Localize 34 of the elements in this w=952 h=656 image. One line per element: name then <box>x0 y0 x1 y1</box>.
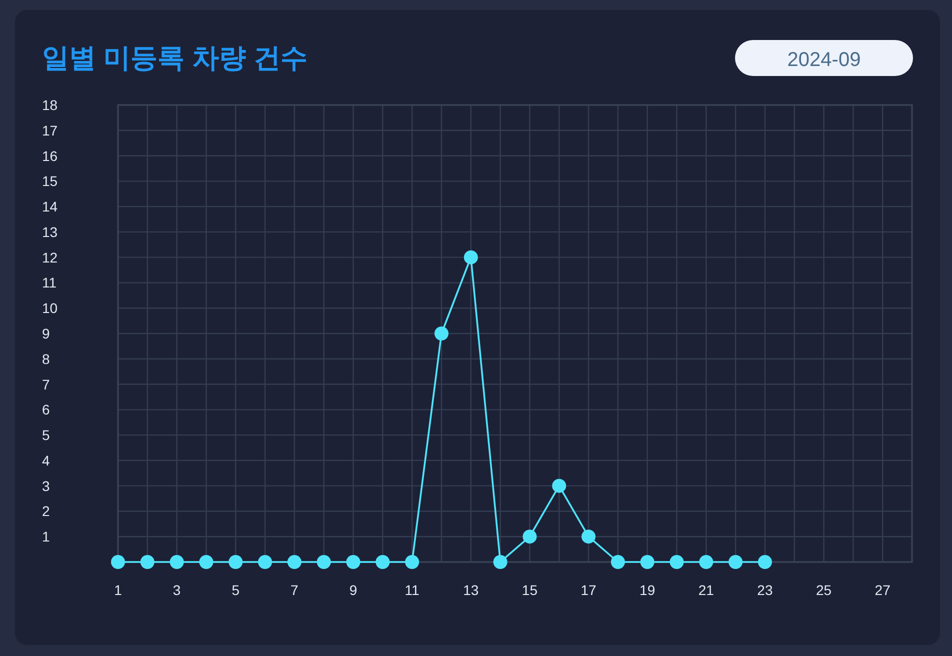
y-tick-label: 11 <box>42 274 57 291</box>
y-tick-label: 9 <box>42 326 50 342</box>
y-tick-label: 15 <box>42 173 58 190</box>
x-tick-label: 15 <box>522 582 538 598</box>
x-tick-label: 27 <box>874 582 890 598</box>
x-tick-label: 13 <box>463 582 479 598</box>
y-tick-label: 2 <box>42 503 50 520</box>
x-tick-label: 19 <box>640 582 656 598</box>
y-tick-label: 8 <box>42 350 50 367</box>
y-tick-label: 14 <box>42 198 58 215</box>
y-tick-label: 16 <box>42 148 58 164</box>
y-tick-label: 4 <box>42 452 50 468</box>
y-tick-label: 7 <box>42 376 50 392</box>
y-tick-label: 18 <box>42 97 58 113</box>
y-tick-label: 6 <box>42 402 50 418</box>
annotation: 2024-09 <box>735 40 913 76</box>
y-tick-label: 17 <box>42 122 58 138</box>
x-tick-label: 11 <box>404 582 420 598</box>
y-tick-label: 12 <box>42 249 58 266</box>
y-tick-label: 1 <box>42 528 50 545</box>
x-tick-label: 5 <box>232 582 240 598</box>
x-tick-label: 3 <box>172 582 181 598</box>
y-tick-label: 10 <box>42 300 58 316</box>
x-tick-label: 9 <box>349 582 358 598</box>
title: 일별 미등록 차량 건수 <box>42 43 308 73</box>
y-tick-label: 5 <box>42 427 50 444</box>
x-tick-label: 25 <box>816 582 832 598</box>
x-tick-label: 21 <box>698 582 714 598</box>
y-tick-label: 3 <box>42 478 50 494</box>
x-tick-label: 23 <box>757 582 773 598</box>
x-tick-label: 7 <box>290 582 298 598</box>
y-tick-label: 13 <box>42 224 58 240</box>
x-tick-label: 17 <box>580 582 596 598</box>
x-tick-label: 1 <box>114 582 122 598</box>
